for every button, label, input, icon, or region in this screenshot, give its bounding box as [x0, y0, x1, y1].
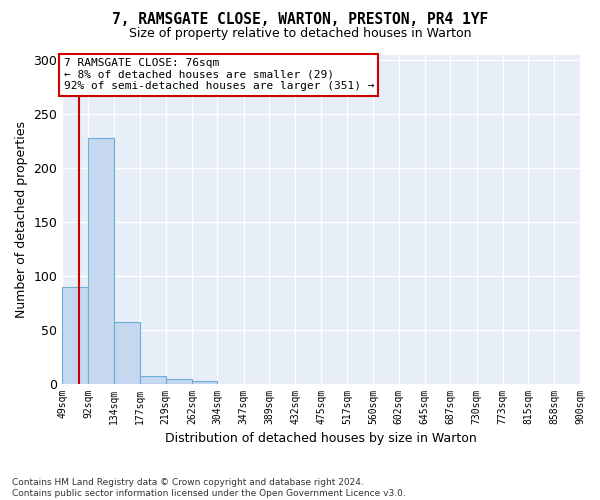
Text: Size of property relative to detached houses in Warton: Size of property relative to detached ho… [129, 28, 471, 40]
Text: 7 RAMSGATE CLOSE: 76sqm
← 8% of detached houses are smaller (29)
92% of semi-det: 7 RAMSGATE CLOSE: 76sqm ← 8% of detached… [64, 58, 374, 92]
Bar [88, 138, 114, 384]
Bar [140, 376, 166, 384]
Bar [114, 322, 140, 384]
Y-axis label: Number of detached properties: Number of detached properties [15, 121, 28, 318]
Text: 7, RAMSGATE CLOSE, WARTON, PRESTON, PR4 1YF: 7, RAMSGATE CLOSE, WARTON, PRESTON, PR4 … [112, 12, 488, 28]
Bar [192, 382, 217, 384]
Bar [166, 379, 192, 384]
X-axis label: Distribution of detached houses by size in Warton: Distribution of detached houses by size … [165, 432, 477, 445]
Text: Contains HM Land Registry data © Crown copyright and database right 2024.
Contai: Contains HM Land Registry data © Crown c… [12, 478, 406, 498]
Bar [62, 286, 88, 384]
